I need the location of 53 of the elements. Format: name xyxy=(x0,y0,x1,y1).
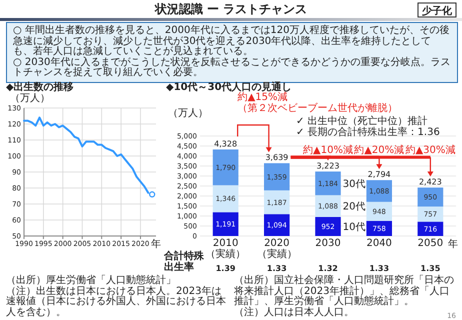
text: 1.32 xyxy=(318,264,338,273)
text: （第２次ベビーブーム世代が離脱） xyxy=(238,102,398,114)
y-axis-title: （万人） xyxy=(168,108,208,119)
text: 1.35 xyxy=(420,264,441,273)
text: 1.33 xyxy=(266,264,287,273)
y-axis-title: （万人） xyxy=(10,93,50,104)
x-axis-title: 年 xyxy=(151,238,161,250)
bar xyxy=(264,190,290,214)
annotation: 約▲10%減 xyxy=(303,144,353,156)
text: （注）出生数は日本における日本人。2023年は速報値（日本における外国人、外国における日本人を含む）。 xyxy=(6,286,227,318)
text: （出所）厚生労働省「人口動態統計」 xyxy=(6,275,177,286)
bar xyxy=(264,163,290,190)
total-label: 2,794 xyxy=(368,170,391,180)
chart-title: ◆出生数の推移 xyxy=(6,81,74,93)
text: （注）人口は日本人人口。 xyxy=(234,306,354,318)
x-tick-label: 2030 xyxy=(314,238,342,250)
total-label: 4,328 xyxy=(214,139,238,148)
x-axis-title: 年 xyxy=(448,238,458,250)
bar xyxy=(315,195,341,217)
bar xyxy=(418,206,444,222)
x-tick-label: 2050 xyxy=(418,238,444,249)
text: 合計特殊出生率 xyxy=(164,251,205,273)
text: 1.39 xyxy=(216,264,236,273)
text: （出所）国立社会保障・人口問題研究所「日本の将来推計人口（2023年推計）」、総務省「人口推計」、厚生労働省「人口動態統計」。 xyxy=(234,275,455,307)
annotation: ✓ 長期の合計特殊出生率：1.36 xyxy=(296,126,440,138)
bar xyxy=(315,172,341,196)
text: 1.33 xyxy=(369,264,390,273)
total-label: 3,639 xyxy=(265,153,288,162)
total-label: 2,423 xyxy=(418,178,442,187)
bar xyxy=(418,222,444,236)
annotation: 約▲30%減 xyxy=(405,144,456,156)
series-label: 10代 xyxy=(342,222,366,233)
bar xyxy=(264,214,290,236)
total-label: 3,223 xyxy=(316,162,340,171)
bar xyxy=(212,212,238,236)
series-label: 20代 xyxy=(342,202,366,213)
bar xyxy=(315,216,341,236)
text: 状況認識 ー ラストチャンス xyxy=(154,2,308,16)
chart-title: ◆10代～30代人口の見通し xyxy=(166,81,292,93)
bar xyxy=(366,202,392,221)
series-label: 30代 xyxy=(342,178,366,190)
text: ✓ 出生中位（死亡中位）推計 xyxy=(296,115,428,127)
x-tick-label: 2040 xyxy=(365,238,393,250)
text: 約▲15%減 xyxy=(238,91,288,103)
x-tick-label: 2010（実績） xyxy=(204,238,247,260)
annotation: 約▲20%減 xyxy=(354,144,404,156)
bar xyxy=(212,149,238,186)
bar xyxy=(212,185,238,212)
x-tick-label: 2020（実績） xyxy=(256,238,298,260)
text: ○ 2030年代に入るまでがこうした状況を反転させることができるかどうかの重要な分岐点。ラストチャンスを捉えて取り組んでいく必要。 xyxy=(13,56,451,78)
bar xyxy=(418,188,444,207)
text: 少子化 xyxy=(421,5,453,17)
text: ○ 年間出生者数の推移を見ると、2000年代に入るまでは120万人程度で推移していたが、その後急速に減少しており、減少した世代が30代を迎える2030年代以降、出生率を維持したとしても、若年人口は急減していくことが見込まれている。 xyxy=(13,25,450,57)
